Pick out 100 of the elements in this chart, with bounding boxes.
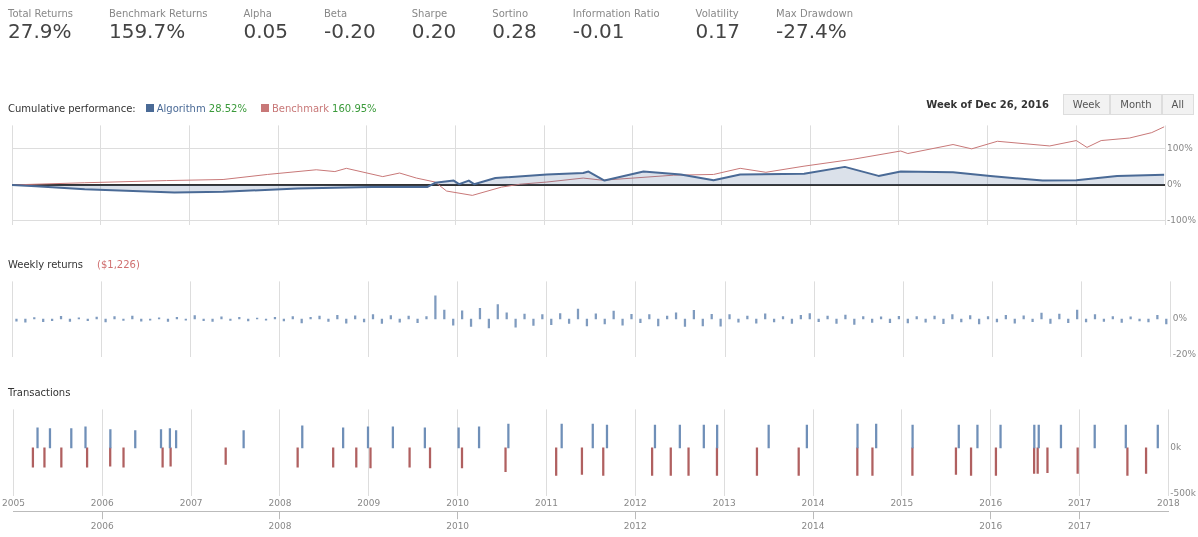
x-tick-label: 2008 — [268, 498, 292, 509]
bar — [1126, 447, 1129, 476]
bar — [871, 447, 874, 476]
x-tick-label: 2011 — [535, 498, 558, 509]
bar — [43, 447, 46, 468]
legend-label: Benchmark 160.95% — [271, 102, 377, 114]
bar — [169, 447, 172, 467]
x-tick-label: 2013 — [712, 498, 736, 509]
bar — [477, 426, 481, 449]
bar — [523, 313, 526, 320]
bar — [1031, 318, 1034, 323]
bar — [15, 318, 18, 322]
y-tick-label: 100% — [1167, 143, 1194, 154]
bar — [366, 426, 370, 449]
bar — [371, 314, 375, 320]
bar — [391, 426, 395, 449]
bar — [532, 318, 535, 326]
text: 159.7% — [108, 19, 187, 43]
bar — [369, 447, 372, 469]
text: Total Returns — [8, 8, 73, 19]
bar — [122, 447, 125, 468]
x-tick-label: 2015 — [890, 498, 914, 509]
y-tick-label: 0% — [1167, 179, 1182, 190]
bar — [951, 314, 954, 320]
bar — [514, 318, 517, 328]
x-tick-label: 2016 — [979, 498, 1003, 509]
text: 0.17 — [695, 19, 741, 43]
x-tick-label: 2012 — [623, 498, 647, 509]
chart-title: Transactions — [8, 386, 71, 398]
bar — [856, 423, 859, 449]
bar — [835, 318, 838, 324]
bar — [229, 318, 232, 321]
x-tick-label: 2006 — [90, 498, 115, 509]
bar — [594, 313, 597, 320]
bar — [1138, 318, 1141, 322]
bar — [84, 426, 87, 449]
x2-tick-label: 2014 — [801, 520, 825, 531]
bar — [24, 318, 27, 323]
bar — [728, 314, 731, 320]
bar — [630, 314, 633, 320]
bar — [1049, 318, 1052, 324]
bar — [36, 427, 39, 449]
text: All — [1161, 94, 1194, 115]
bar — [1147, 318, 1150, 323]
bar — [416, 318, 419, 324]
bar — [161, 447, 164, 468]
text: -27.4% — [776, 19, 848, 43]
bar — [434, 295, 437, 320]
x-tick-label: 2007 — [179, 498, 203, 509]
bar — [504, 447, 507, 472]
bar — [211, 318, 214, 322]
bar — [764, 313, 767, 320]
legend-label: Algorithm 28.52% — [156, 102, 247, 114]
bar — [924, 318, 927, 323]
x-tick-label: 2014 — [801, 498, 825, 509]
y-tick-label: 0k — [1170, 442, 1183, 453]
bar — [408, 447, 411, 468]
bar — [318, 315, 321, 320]
bar — [621, 318, 624, 326]
bar — [1046, 447, 1049, 473]
bar — [999, 424, 1002, 449]
x2-tick-label: 2010 — [446, 520, 470, 531]
bar — [826, 315, 829, 320]
bar — [109, 429, 112, 449]
text: -0.20 — [324, 19, 376, 43]
text: Beta — [324, 8, 349, 19]
bar — [220, 316, 223, 320]
bar — [911, 424, 914, 449]
bar — [327, 318, 330, 322]
bar — [687, 447, 690, 476]
bar — [122, 318, 125, 321]
text: 0.05 — [243, 19, 288, 43]
text: 0.28 — [492, 19, 537, 43]
bar — [719, 318, 722, 327]
x2-tick-label: 2017 — [1068, 520, 1091, 531]
text: Sharpe — [411, 8, 449, 19]
text: 0.20 — [411, 19, 457, 43]
bar — [1156, 315, 1159, 320]
text: Volatility — [695, 8, 740, 19]
text: Benchmark Returns — [108, 8, 208, 19]
bar — [942, 318, 945, 324]
bar — [1040, 312, 1043, 320]
y-tick-label: 0% — [1172, 313, 1188, 324]
x2-tick-label: 2006 — [90, 520, 115, 531]
x-tick-label: 2005 — [2, 498, 25, 509]
x2-tick-label: 2012 — [623, 520, 647, 531]
x-tick-label: 2018 — [1156, 498, 1181, 509]
y-tick-label: -500k — [1170, 488, 1197, 498]
bar — [639, 318, 642, 323]
y-tick-label: -20% — [1172, 349, 1197, 360]
x2-tick-label: 2016 — [979, 520, 1003, 531]
x-tick-label: 2017 — [1068, 498, 1091, 509]
text: -0.01 — [572, 19, 626, 43]
bar — [425, 316, 428, 320]
text: Alpha — [243, 8, 273, 19]
y-tick-label: -100% — [1167, 215, 1197, 226]
bar — [457, 427, 460, 449]
x2-tick-label: 2008 — [268, 520, 292, 531]
text: Month — [1110, 94, 1162, 115]
text: Max Drawdown — [776, 8, 854, 19]
